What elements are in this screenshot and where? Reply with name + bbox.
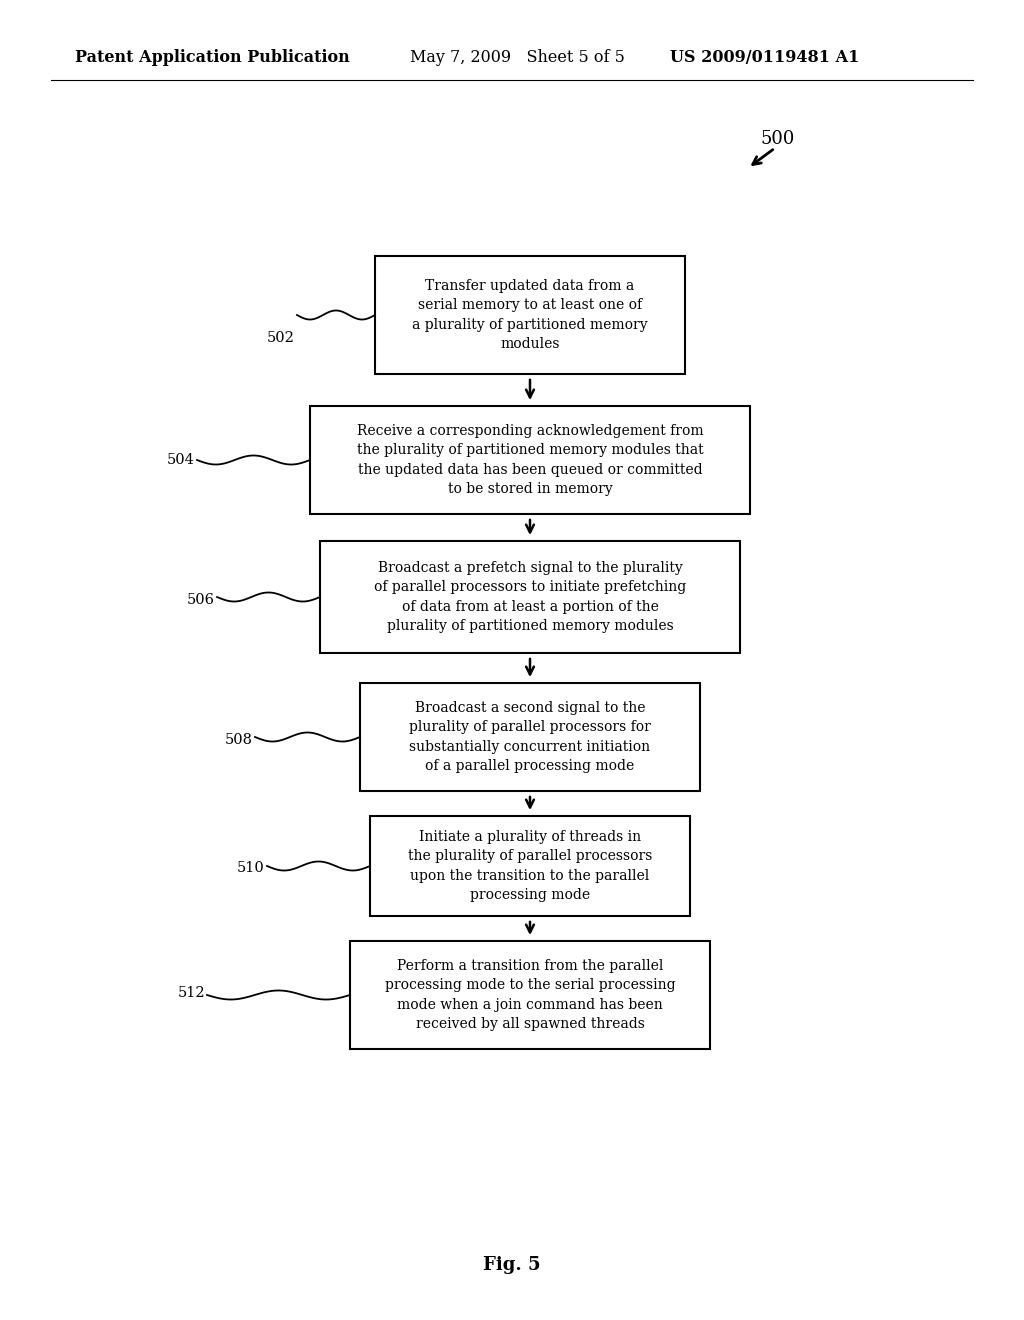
Text: Receive a corresponding acknowledgement from
the plurality of partitioned memory: Receive a corresponding acknowledgement …: [356, 424, 703, 496]
Text: 508: 508: [225, 733, 253, 747]
FancyBboxPatch shape: [370, 816, 690, 916]
Text: Fig. 5: Fig. 5: [483, 1257, 541, 1274]
Text: 500: 500: [760, 129, 795, 148]
Text: May 7, 2009   Sheet 5 of 5: May 7, 2009 Sheet 5 of 5: [410, 49, 625, 66]
Text: 510: 510: [238, 861, 265, 875]
Text: US 2009/0119481 A1: US 2009/0119481 A1: [670, 49, 859, 66]
Text: 502: 502: [267, 331, 295, 345]
Text: Transfer updated data from a
serial memory to at least one of
a plurality of par: Transfer updated data from a serial memo…: [413, 279, 648, 351]
FancyBboxPatch shape: [310, 407, 750, 513]
Text: Broadcast a second signal to the
plurality of parallel processors for
substantia: Broadcast a second signal to the plurali…: [409, 701, 651, 774]
Text: Broadcast a prefetch signal to the plurality
of parallel processors to initiate : Broadcast a prefetch signal to the plura…: [374, 561, 686, 634]
FancyBboxPatch shape: [319, 541, 740, 653]
Text: 506: 506: [187, 593, 215, 607]
Text: 512: 512: [177, 986, 205, 1001]
FancyBboxPatch shape: [350, 941, 710, 1049]
Text: Perform a transition from the parallel
processing mode to the serial processing
: Perform a transition from the parallel p…: [385, 958, 675, 1031]
FancyBboxPatch shape: [375, 256, 685, 374]
Text: Initiate a plurality of threads in
the plurality of parallel processors
upon the: Initiate a plurality of threads in the p…: [408, 830, 652, 903]
FancyBboxPatch shape: [360, 682, 700, 791]
Text: 504: 504: [167, 453, 195, 467]
Text: Patent Application Publication: Patent Application Publication: [75, 49, 350, 66]
